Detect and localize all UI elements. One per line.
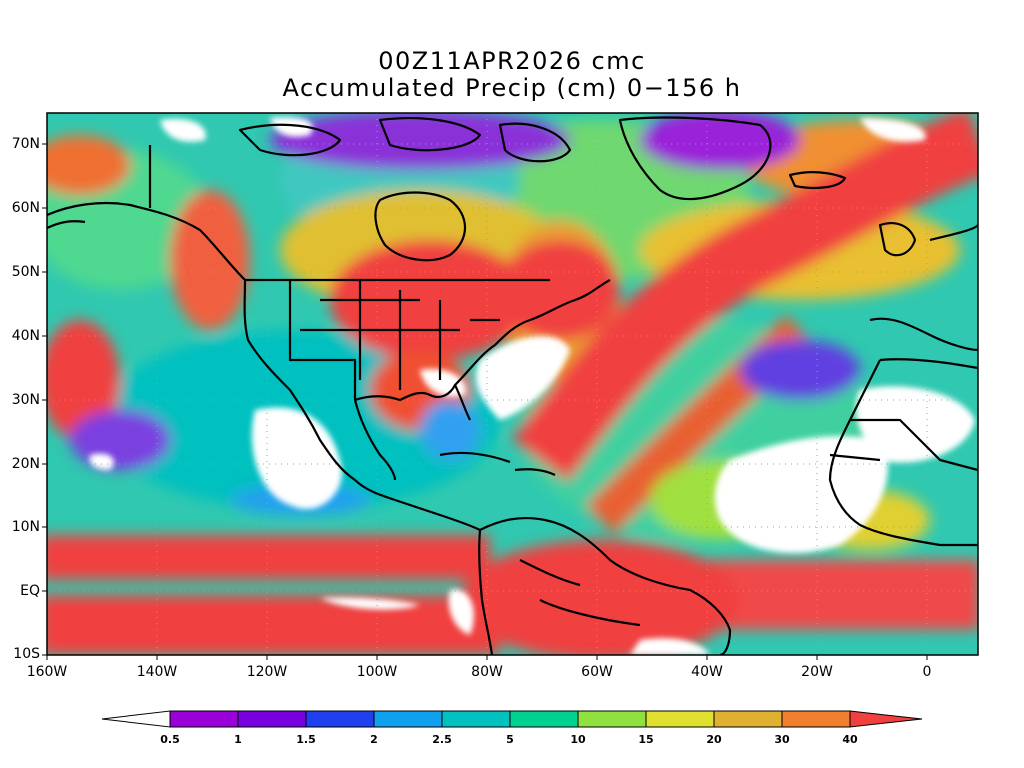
colorbar-swatch xyxy=(373,710,443,728)
lat-label: 70N xyxy=(11,136,40,152)
colorbar-level-label: 40 xyxy=(842,733,858,746)
lon-label: 140W xyxy=(136,664,178,680)
lat-label: 10N xyxy=(11,519,40,535)
lon-label: 120W xyxy=(246,664,288,680)
lat-label: EQ xyxy=(20,583,40,599)
colorbar-level-label: 2 xyxy=(370,733,378,746)
lon-label: 100W xyxy=(356,664,398,680)
colorbar-level-label: 20 xyxy=(706,733,722,746)
colorbar-level-label: 10 xyxy=(570,733,586,746)
colorbar-level-label: 5 xyxy=(506,733,514,746)
lon-label: 160W xyxy=(26,664,68,680)
lat-label: 10S xyxy=(13,646,40,662)
lat-label: 40N xyxy=(11,328,40,344)
colorbar-level-label: 30 xyxy=(774,733,790,746)
colorbar-swatch xyxy=(237,710,307,728)
precip-field xyxy=(47,113,978,655)
coastlines xyxy=(47,116,978,655)
colorbar-swatch xyxy=(509,710,579,728)
lon-label: 0 xyxy=(922,664,932,680)
colorbar-swatch xyxy=(441,710,511,728)
map-frame xyxy=(46,112,979,656)
lat-label: 60N xyxy=(11,200,40,216)
lat-label: 30N xyxy=(11,392,40,408)
colorbar-swatch xyxy=(169,710,239,728)
colorbar xyxy=(101,710,923,728)
colorbar-over-arrow xyxy=(849,710,923,728)
colorbar-level-label: 0.5 xyxy=(160,733,180,746)
colorbar-swatch xyxy=(305,710,375,728)
colorbar-under-arrow xyxy=(101,710,171,728)
lat-label: 50N xyxy=(11,264,40,280)
lon-label: 40W xyxy=(691,664,723,680)
axis-ticks xyxy=(42,143,928,660)
colorbar-level-label: 1 xyxy=(234,733,242,746)
colorbar-swatch xyxy=(781,710,851,728)
map-title-run: 00Z11APR2026 cmc xyxy=(378,47,646,75)
colorbar-swatch xyxy=(713,710,783,728)
lon-label: 20W xyxy=(801,664,833,680)
colorbar-level-label: 2.5 xyxy=(432,733,452,746)
colorbar-level-label: 1.5 xyxy=(296,733,316,746)
colorbar-level-label: 15 xyxy=(638,733,654,746)
lat-label: 20N xyxy=(11,456,40,472)
lon-label: 60W xyxy=(581,664,613,680)
lon-label: 80W xyxy=(471,664,503,680)
colorbar-swatch xyxy=(645,710,715,728)
map-title-field: Accumulated Precip (cm) 0−156 h xyxy=(282,74,742,102)
colorbar-swatch xyxy=(577,710,647,728)
